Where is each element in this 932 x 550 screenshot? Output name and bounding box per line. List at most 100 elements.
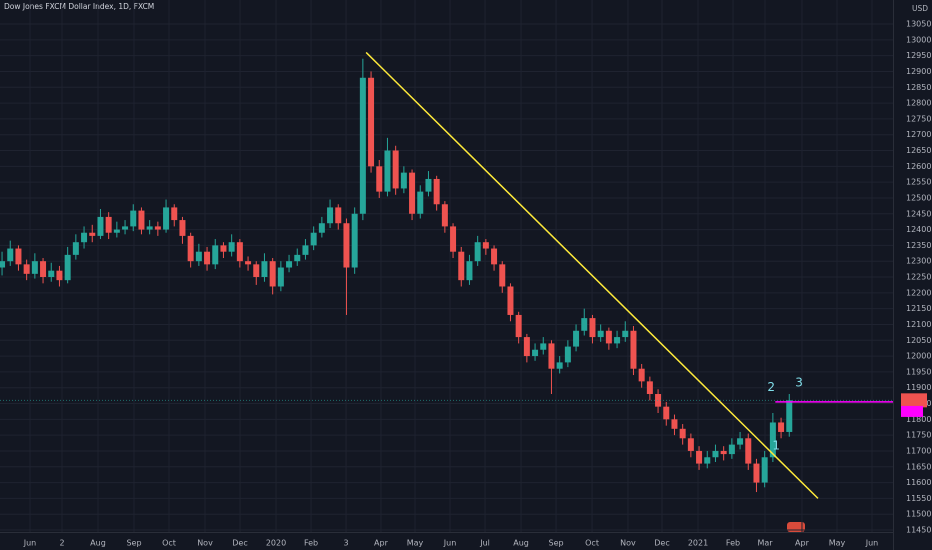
- y-tick-label: 12100: [906, 320, 931, 329]
- candle-body: [359, 77, 366, 214]
- candle-body: [122, 226, 129, 230]
- candle-body: [425, 178, 432, 192]
- x-tick-label: 3: [344, 539, 349, 548]
- candle-body: [113, 229, 120, 233]
- candle-body: [573, 330, 580, 347]
- candle-body: [597, 330, 604, 338]
- x-tick-label: Apr: [795, 539, 810, 548]
- y-tick-label: 12800: [906, 99, 931, 108]
- y-tick-label: 12650: [906, 146, 931, 155]
- x-tick-label: Dec: [654, 539, 669, 548]
- candle-body: [450, 226, 457, 252]
- y-tick-label: 12250: [906, 273, 931, 282]
- x-tick-label: Jun: [23, 539, 37, 548]
- y-tick-label: 11650: [906, 462, 931, 471]
- candle-body: [81, 232, 88, 243]
- candle-body: [40, 261, 47, 277]
- candle-body: [105, 216, 112, 233]
- x-tick-label: Jun: [865, 539, 879, 548]
- candle-body: [589, 318, 596, 338]
- candle-body: [786, 400, 793, 432]
- x-tick-label: Feb: [726, 539, 740, 548]
- candle-body: [277, 267, 284, 287]
- candle-body: [581, 318, 588, 331]
- x-tick-label: Dec: [232, 539, 247, 548]
- y-tick-label: 12850: [906, 83, 931, 92]
- candle-body: [491, 248, 498, 265]
- candle-body: [523, 337, 530, 357]
- y-tick-label: 11550: [906, 494, 931, 503]
- y-tick-label: 12150: [906, 304, 931, 313]
- x-tick-label: Nov: [620, 539, 636, 548]
- candle-body: [286, 261, 293, 268]
- candle-body: [433, 178, 440, 205]
- candle-body: [466, 261, 473, 281]
- trend-line: [365, 51, 819, 499]
- x-tick-label: Mar: [757, 539, 773, 548]
- candle-body: [712, 450, 719, 458]
- x-tick-label: Jul: [479, 539, 490, 548]
- y-tick-label: 12450: [906, 209, 931, 218]
- candle-body: [655, 394, 662, 407]
- y-tick-label: 11600: [906, 478, 931, 487]
- candle-body: [458, 251, 465, 281]
- candle-body: [335, 207, 342, 224]
- candle-body: [614, 337, 621, 344]
- y-tick-label: 12950: [906, 51, 931, 60]
- y-tick-label: 11750: [906, 431, 931, 440]
- candle-body: [441, 204, 448, 227]
- level-tag: [901, 405, 923, 417]
- y-tick-label: 12400: [906, 225, 931, 234]
- candle-body: [687, 438, 694, 451]
- y-tick-label: 12500: [906, 193, 931, 202]
- candle-body: [507, 286, 514, 315]
- x-tick-label: Sep: [126, 539, 141, 548]
- candle-body: [15, 248, 22, 265]
- x-tick-label: Jun: [443, 539, 457, 548]
- candle-body: [745, 438, 752, 464]
- candle-body: [31, 261, 38, 274]
- candle-body: [179, 220, 186, 236]
- candle-body: [769, 422, 776, 458]
- x-tick-label: Feb: [304, 539, 318, 548]
- candle-body: [671, 419, 678, 429]
- x-tick-label: 2: [59, 539, 64, 548]
- candle-body: [728, 444, 735, 455]
- candle-body: [310, 232, 317, 246]
- candle-body: [97, 216, 104, 236]
- x-tick-label: May: [407, 539, 424, 548]
- chart-title: Dow Jones FXCM Dollar Index, 1D, FXCM: [4, 2, 154, 11]
- candle-body: [327, 207, 334, 224]
- candle-body: [409, 172, 416, 214]
- candle-body: [622, 330, 629, 338]
- y-tick-label: 12300: [906, 257, 931, 266]
- candle-body: [56, 270, 63, 281]
- candle-body: [646, 381, 653, 395]
- candle-body: [482, 242, 489, 249]
- candle-body: [253, 264, 260, 277]
- x-tick-label: May: [829, 539, 846, 548]
- candle-body: [417, 191, 424, 214]
- candle-body: [605, 330, 612, 344]
- candle-body: [64, 254, 71, 281]
- candle-body: [261, 261, 268, 277]
- candle-body: [204, 251, 211, 265]
- annotation: 2: [767, 380, 775, 394]
- y-tick-label: 12550: [906, 178, 931, 187]
- candle-body: [212, 245, 219, 265]
- y-tick-label: 12900: [906, 67, 931, 76]
- candle-body: [154, 226, 161, 230]
- candle-body: [0, 261, 6, 268]
- candle-body: [540, 343, 547, 350]
- candle-body: [48, 270, 55, 277]
- candle-body: [7, 248, 14, 262]
- y-tick-label: 12000: [906, 352, 931, 361]
- y-tick-label: 12200: [906, 288, 931, 297]
- candle-body: [630, 330, 637, 369]
- x-tick-label: Oct: [585, 539, 599, 548]
- candle-body: [400, 172, 407, 189]
- candle-body: [146, 226, 153, 230]
- candle-body: [138, 210, 145, 230]
